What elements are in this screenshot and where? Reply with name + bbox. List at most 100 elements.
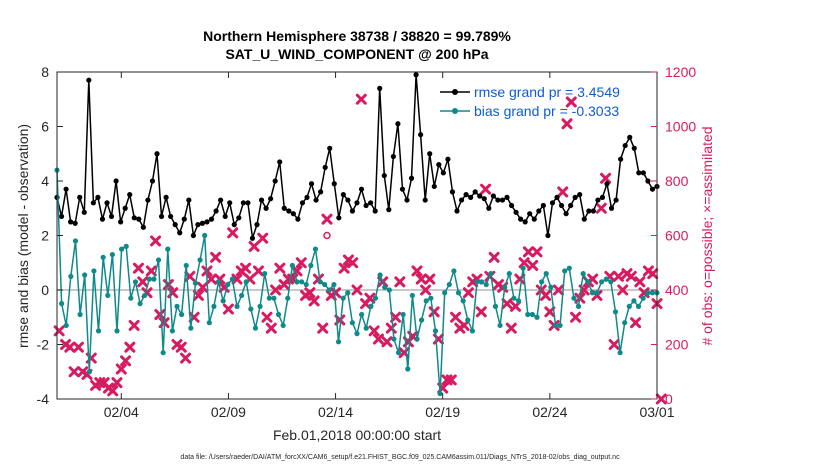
obs-assimilated-marker — [638, 287, 650, 299]
rmse-point — [486, 205, 492, 211]
bias-point — [557, 322, 563, 329]
obs-assimilated-marker — [265, 322, 277, 334]
bias-point — [335, 339, 342, 345]
y-left-tick-label: 2 — [41, 228, 49, 244]
rmse-point — [395, 121, 401, 127]
rmse-point — [595, 197, 601, 203]
rmse-point — [381, 172, 387, 179]
bias-point — [326, 287, 332, 293]
obs-assimilated-marker — [540, 289, 552, 301]
bias-point — [543, 271, 549, 277]
bias-point — [506, 271, 512, 277]
rmse-point — [90, 200, 96, 206]
rmse-point — [172, 222, 178, 228]
rmse-point — [386, 207, 392, 213]
data-file-footnote: data file: /Users/raeder/DAI/ATM_forcXX/… — [180, 454, 620, 461]
y-left-tick-label: 4 — [41, 173, 49, 189]
rmse-point — [440, 170, 446, 176]
bias-point — [612, 309, 619, 315]
rmse-point — [431, 183, 437, 190]
obs-assimilated-marker — [338, 262, 350, 274]
bias-point — [192, 280, 199, 286]
bias-point — [372, 295, 379, 301]
rmse-point — [608, 205, 615, 211]
obs-assimilated-marker — [197, 281, 209, 293]
bias-point — [225, 281, 231, 288]
x-axis-ticks: 02/04 02/09 02/14 02/19 02/24 03/01 — [104, 72, 675, 420]
y-left-tick-label: 6 — [41, 119, 49, 135]
obs-assimilated-marker — [655, 393, 667, 405]
obs-markers — [53, 93, 667, 405]
bias-point — [552, 322, 559, 329]
bias-point — [114, 328, 120, 334]
rmse-point — [622, 142, 628, 149]
obs-assimilated-marker — [634, 276, 646, 288]
obs-assimilated-marker — [647, 268, 659, 280]
rmse-point — [627, 134, 633, 140]
bias-point — [179, 311, 185, 318]
bias-point — [82, 272, 88, 278]
bias-point — [308, 262, 314, 269]
x-tick-label: 02/14 — [318, 404, 353, 420]
rmse-point — [127, 192, 133, 198]
obs-assimilated-marker — [308, 295, 320, 307]
bias-point — [640, 295, 646, 301]
bias-point — [349, 320, 355, 326]
bias-point — [262, 271, 268, 277]
bias-point — [483, 281, 489, 288]
bias-point — [72, 238, 79, 244]
rmse-point — [181, 216, 187, 222]
bias-point — [382, 284, 388, 290]
rmse-point — [563, 211, 569, 217]
obs-assimilated-marker — [612, 270, 624, 282]
obs-assimilated-marker — [630, 317, 642, 329]
rmse-point — [277, 159, 283, 165]
bias-point — [635, 303, 642, 309]
bias-point — [174, 303, 180, 309]
obs-assimilated-marker — [150, 235, 162, 247]
y-right-tick-label: 200 — [665, 337, 689, 353]
rmse-point — [527, 211, 533, 217]
y-right-tick-label: 0 — [665, 391, 673, 407]
bias-point — [460, 298, 466, 304]
x-axis-label: Feb.01,2018 00:00:00 start — [273, 427, 441, 443]
bias-point — [91, 268, 97, 274]
bias-point — [432, 328, 439, 334]
y-right-tick-label: 1000 — [665, 119, 696, 135]
rmse-point — [413, 72, 419, 78]
obs-assimilated-marker — [561, 118, 573, 130]
obs-assimilated-marker — [304, 287, 316, 299]
bias-point — [68, 273, 74, 279]
rmse-point — [568, 202, 574, 209]
rmse-point — [422, 197, 428, 203]
bias-point — [299, 279, 305, 285]
bias-point — [645, 290, 651, 296]
obs-assimilated-marker — [394, 276, 406, 288]
rmse-point — [118, 219, 124, 225]
bias-point — [548, 284, 554, 290]
bias-point — [608, 279, 614, 285]
rmse-point — [86, 77, 92, 83]
bias-point — [414, 336, 420, 342]
bias-point — [285, 295, 291, 301]
y-left-tick-label: 0 — [41, 282, 49, 298]
rmse-point — [445, 156, 451, 162]
rmse-point — [531, 216, 537, 222]
rmse-point — [149, 178, 156, 184]
obs-assimilated-marker — [445, 374, 457, 386]
bias-point — [525, 311, 531, 318]
bias-point — [229, 276, 235, 282]
obs-assimilated-marker — [415, 273, 427, 285]
bias-point — [497, 322, 503, 329]
rmse-point — [495, 197, 501, 203]
bias-point — [239, 292, 245, 299]
rmse-point — [208, 216, 215, 222]
x-tick-label: 02/04 — [104, 404, 139, 420]
bias-point — [419, 317, 425, 323]
obs-assimilated-marker — [248, 240, 260, 252]
obs-assimilated-marker — [424, 273, 436, 285]
rmse-point — [218, 197, 224, 203]
obs-assimilated-marker — [261, 311, 273, 323]
obs-assimilated-marker — [390, 311, 402, 323]
bias-point — [234, 303, 240, 309]
